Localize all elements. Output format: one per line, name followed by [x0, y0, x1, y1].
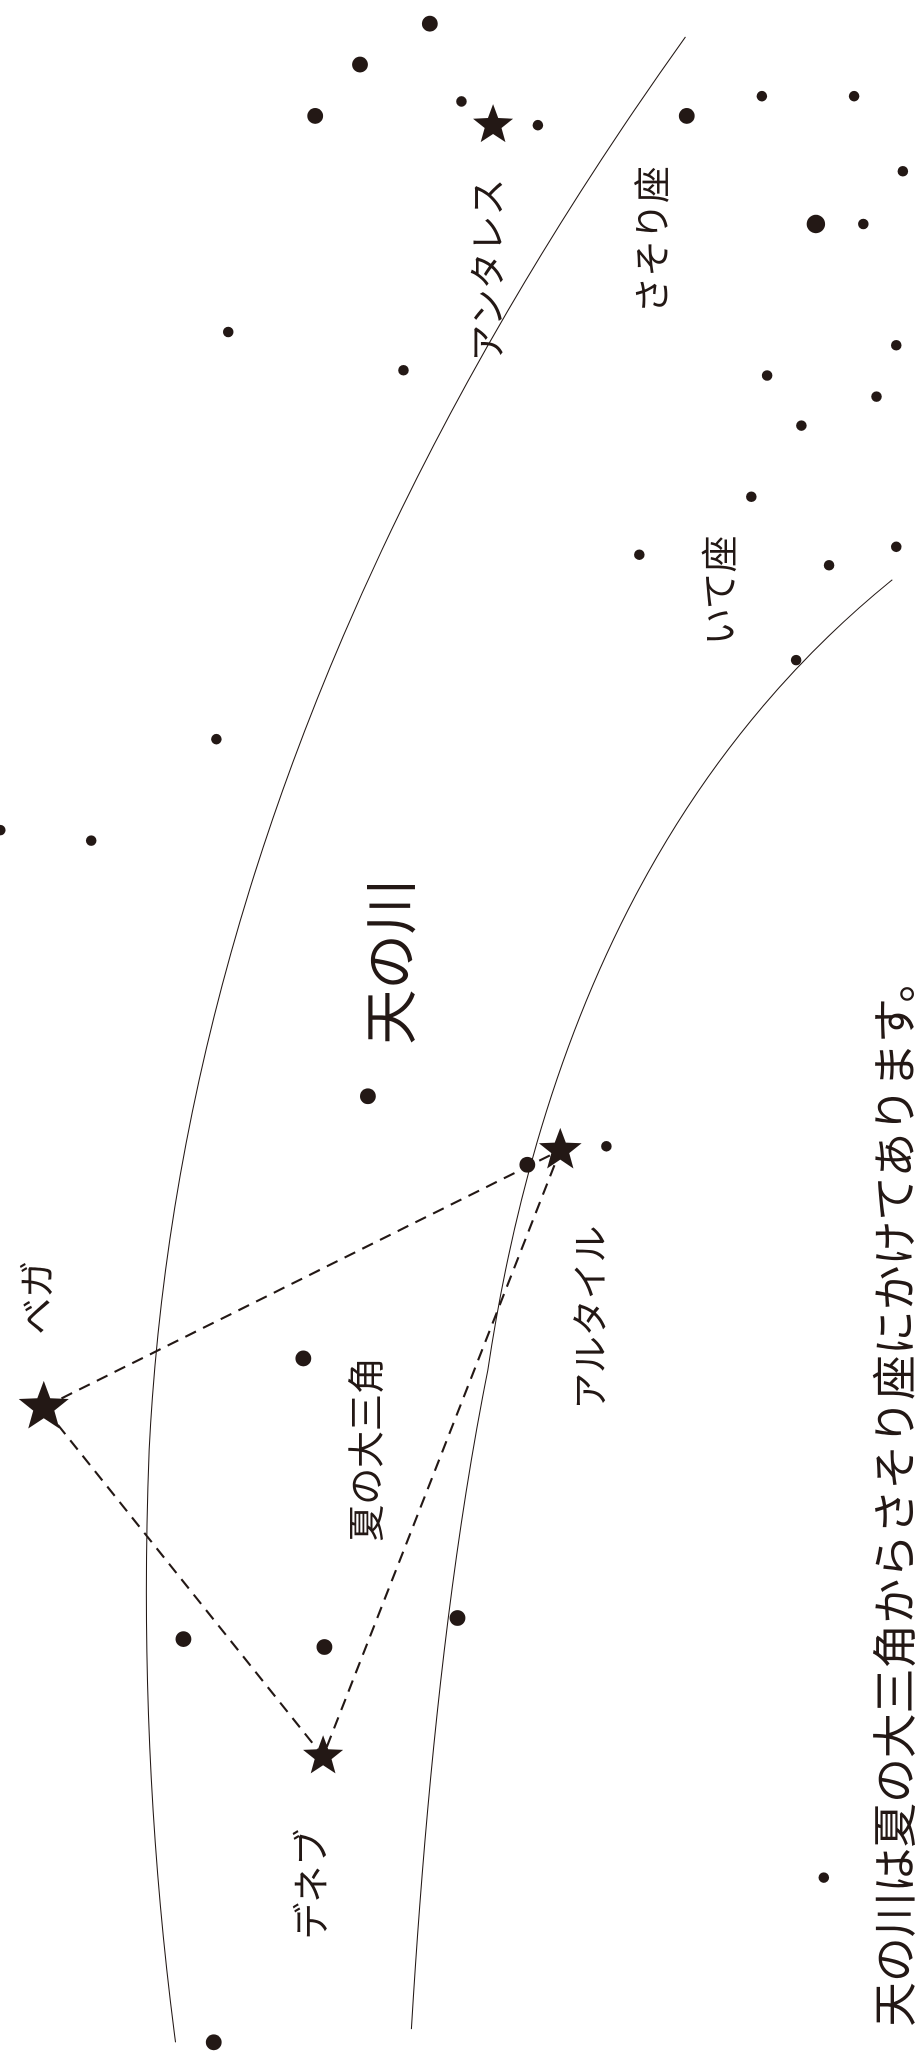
star-dot: [175, 1631, 192, 1648]
summer-triangle-label: 夏の大三角: [346, 1357, 389, 1541]
star-dot: [449, 1610, 466, 1626]
star-dot: [746, 491, 757, 503]
star-dot: [421, 15, 438, 32]
star-dot: [352, 56, 368, 73]
star-dot: [222, 326, 234, 338]
stars: [0, 15, 909, 2051]
altair-label: アルタイル: [570, 1226, 613, 1410]
star-dot: [796, 420, 807, 431]
star-dot: [634, 549, 645, 560]
bright-stars: [18, 104, 582, 1774]
milky-way-label: 天の川: [361, 879, 425, 1045]
star-dot: [790, 654, 802, 666]
bright-star: [473, 104, 514, 143]
star-dot: [359, 1088, 376, 1105]
star-dot: [756, 90, 768, 102]
star-dot: [890, 541, 902, 553]
star-dot: [601, 1141, 612, 1152]
star-dot: [211, 733, 222, 745]
vega-label: ベガ: [16, 1261, 59, 1335]
star-dot: [890, 339, 902, 351]
bright-star: [538, 1127, 582, 1169]
star-dot: [0, 824, 6, 836]
star-dot: [456, 96, 467, 107]
star-dot: [818, 1872, 830, 1883]
star-dot: [678, 108, 695, 124]
star-dot: [848, 90, 860, 102]
star-dot: [897, 166, 909, 177]
bright-star: [18, 1380, 69, 1429]
summer-triangle-lines: [42, 1148, 563, 1759]
star-dot: [398, 364, 409, 376]
scorpius-label: さそり座: [632, 166, 675, 314]
deneb-label: デネブ: [290, 1829, 333, 1940]
star-dot: [858, 218, 869, 230]
star-dot: [823, 559, 835, 571]
star-dot: [871, 391, 882, 402]
caption: 天の川は夏の大三角からさそり座にかけてあります。: [869, 958, 915, 2027]
star-dot: [307, 108, 324, 124]
star-dot: [761, 370, 773, 381]
milky-way-edge: [145, 36, 686, 2043]
star-dot: [85, 835, 97, 846]
star-dot: [316, 1639, 333, 1655]
star-dot: [532, 119, 544, 131]
star-dot: [519, 1156, 536, 1173]
star-dot: [295, 1350, 312, 1367]
star-dot: [806, 214, 826, 234]
bright-star: [303, 1735, 344, 1774]
milky-way-edge: [410, 579, 893, 2030]
antares-label: アンタレス: [467, 179, 510, 362]
star-dot: [205, 2034, 222, 2051]
sagittarius-label: いて座: [699, 536, 742, 646]
